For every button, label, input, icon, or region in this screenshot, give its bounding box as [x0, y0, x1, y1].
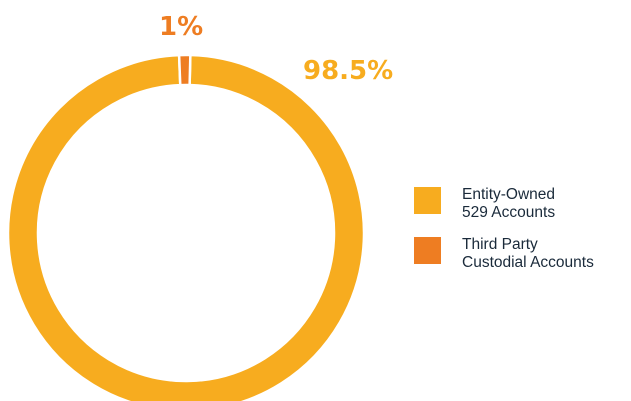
legend-swatch-third-party [414, 237, 441, 264]
data-label-entity-owned: 98.5% [303, 56, 394, 86]
legend-label-line: Entity-Owned [462, 186, 556, 203]
legend-item-third-party: Third Party Custodial Accounts [414, 236, 631, 272]
legend-label-line: 529 Accounts [462, 204, 556, 221]
legend-swatch-entity-owned [414, 187, 441, 214]
legend: Entity-Owned 529 Accounts Third Party Cu… [414, 186, 631, 286]
legend-label-line: Custodial Accounts [462, 254, 594, 271]
legend-label-third-party: Third Party Custodial Accounts [462, 236, 631, 272]
data-label-third-party: 1% [159, 12, 204, 42]
slice-entity-owned [6, 53, 366, 401]
legend-item-entity-owned: Entity-Owned 529 Accounts [414, 186, 631, 222]
legend-label-entity-owned: Entity-Owned 529 Accounts [462, 186, 631, 222]
legend-label-line: Third Party [462, 236, 538, 253]
slice-third-party [177, 53, 192, 87]
